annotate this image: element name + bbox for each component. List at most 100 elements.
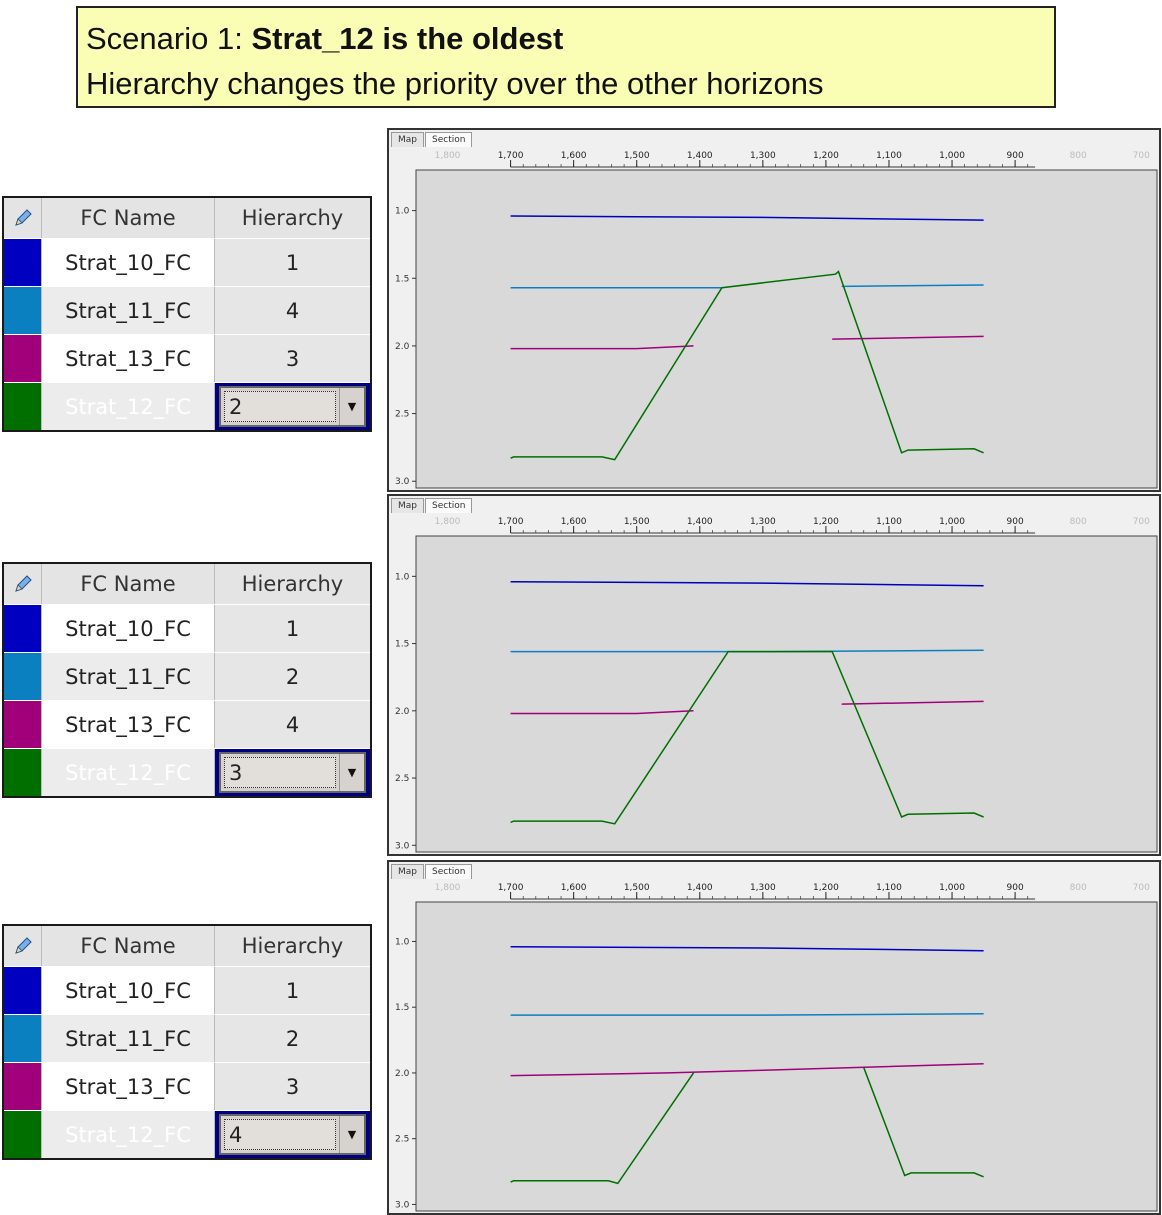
- x-tick-label: 900: [1007, 151, 1024, 161]
- table-row[interactable]: Strat_11_FC 2: [4, 652, 370, 700]
- x-tick-label: 1,100: [876, 883, 902, 893]
- horizon-line-strat-12-fc[interactable]: [510, 1072, 695, 1185]
- table-row[interactable]: Strat_11_FC 2: [4, 1014, 370, 1062]
- horizon-line-strat-12-fc[interactable]: [863, 1067, 984, 1178]
- color-swatch[interactable]: [4, 383, 42, 430]
- fc-name-header[interactable]: FC Name: [42, 564, 215, 604]
- hierarchy-cell[interactable]: 2 ▼: [215, 383, 370, 430]
- tab-map[interactable]: Map: [391, 132, 424, 147]
- fc-name-cell[interactable]: Strat_12_FC: [42, 383, 215, 430]
- fc-name-cell[interactable]: Strat_12_FC: [42, 1111, 215, 1158]
- hierarchy-cell[interactable]: 3: [215, 1063, 370, 1110]
- table-row[interactable]: Strat_10_FC 1: [4, 966, 370, 1014]
- hierarchy-combobox[interactable]: 2 ▼: [219, 386, 366, 427]
- horizon-line-strat-10-fc[interactable]: [510, 945, 984, 952]
- horizon-line-strat-10-fc[interactable]: [510, 580, 984, 587]
- hierarchy-cell[interactable]: 1: [215, 239, 370, 286]
- horizon-line-strat-12-fc[interactable]: [510, 270, 984, 461]
- color-swatch[interactable]: [4, 1063, 42, 1110]
- x-tick-label: 1,600: [561, 517, 587, 527]
- color-swatch[interactable]: [4, 335, 42, 382]
- fc-name-cell[interactable]: Strat_10_FC: [42, 605, 215, 652]
- fc-name-cell[interactable]: Strat_11_FC: [42, 1015, 215, 1062]
- dropdown-arrow-icon[interactable]: ▼: [339, 754, 364, 791]
- horizon-line-strat-13-fc[interactable]: [510, 345, 694, 350]
- color-swatch[interactable]: [4, 749, 42, 796]
- hierarchy-combobox-value[interactable]: 4: [224, 1119, 336, 1150]
- plot-area[interactable]: [415, 901, 1158, 1212]
- hierarchy-header[interactable]: Hierarchy: [215, 198, 370, 238]
- pencil-icon[interactable]: [4, 564, 42, 604]
- hierarchy-header[interactable]: Hierarchy: [215, 564, 370, 604]
- fc-name-cell[interactable]: Strat_13_FC: [42, 701, 215, 748]
- color-swatch[interactable]: [4, 967, 42, 1014]
- tab-map[interactable]: Map: [391, 864, 424, 879]
- table-row[interactable]: Strat_11_FC 4: [4, 286, 370, 334]
- hierarchy-cell[interactable]: 4: [215, 287, 370, 334]
- fc-name-cell[interactable]: Strat_13_FC: [42, 335, 215, 382]
- horizon-line-strat-13-fc[interactable]: [832, 335, 984, 340]
- fc-name-cell[interactable]: Strat_13_FC: [42, 1063, 215, 1110]
- x-tick-label: 700: [1133, 151, 1150, 161]
- table-row[interactable]: Strat_12_FC 4 ▼: [4, 1110, 370, 1158]
- hierarchy-cell[interactable]: 1: [215, 967, 370, 1014]
- color-swatch[interactable]: [4, 1015, 42, 1062]
- x-tick-label: 1,000: [939, 517, 965, 527]
- fc-name-header[interactable]: FC Name: [42, 926, 215, 966]
- plot-area[interactable]: [415, 535, 1158, 853]
- hierarchy-cell[interactable]: 1: [215, 605, 370, 652]
- color-swatch[interactable]: [4, 1111, 42, 1158]
- table-row[interactable]: Strat_10_FC 1: [4, 238, 370, 286]
- color-swatch[interactable]: [4, 653, 42, 700]
- x-tick-label: 800: [1070, 517, 1087, 527]
- horizon-line-strat-13-fc[interactable]: [841, 700, 984, 705]
- section-plot: 1,800 1,700 1,600 1,500 1,400 1,300 1,200 1,100…: [395, 883, 1158, 1212]
- tab-section[interactable]: Section: [425, 498, 473, 513]
- hierarchy-combobox[interactable]: 3 ▼: [219, 752, 366, 793]
- horizon-line-strat-13-fc[interactable]: [510, 710, 694, 715]
- horizon-line-strat-11-fc[interactable]: [510, 1013, 984, 1016]
- y-tick-label: 1.5: [395, 1003, 409, 1013]
- table-row[interactable]: Strat_13_FC 3: [4, 1062, 370, 1110]
- fc-name-cell[interactable]: Strat_10_FC: [42, 967, 215, 1014]
- tab-section[interactable]: Section: [425, 132, 473, 147]
- color-swatch[interactable]: [4, 287, 42, 334]
- hierarchy-cell[interactable]: 3: [215, 335, 370, 382]
- hierarchy-combobox-value[interactable]: 2: [224, 391, 336, 422]
- color-swatch[interactable]: [4, 605, 42, 652]
- fc-name-cell[interactable]: Strat_11_FC: [42, 653, 215, 700]
- hierarchy-cell[interactable]: 2: [215, 653, 370, 700]
- tab-section[interactable]: Section: [425, 864, 473, 879]
- fc-name-cell[interactable]: Strat_10_FC: [42, 239, 215, 286]
- table-row[interactable]: Strat_12_FC 3 ▼: [4, 748, 370, 796]
- hierarchy-cell[interactable]: 4 ▼: [215, 1111, 370, 1158]
- hierarchy-combobox-value[interactable]: 3: [224, 757, 336, 788]
- horizon-line-strat-10-fc[interactable]: [510, 215, 984, 221]
- x-tick-label: 1,000: [939, 151, 965, 161]
- horizon-line-strat-13-fc[interactable]: [510, 1062, 984, 1077]
- color-swatch[interactable]: [4, 701, 42, 748]
- table-row[interactable]: Strat_13_FC 4: [4, 700, 370, 748]
- hierarchy-cell[interactable]: 3 ▼: [215, 749, 370, 796]
- pencil-icon[interactable]: [4, 198, 42, 238]
- fc-name-cell[interactable]: Strat_12_FC: [42, 749, 215, 796]
- horizon-line-strat-11-fc[interactable]: [841, 284, 984, 288]
- y-tick-label: 2.0: [395, 342, 410, 352]
- color-swatch[interactable]: [4, 239, 42, 286]
- dropdown-arrow-icon[interactable]: ▼: [339, 1116, 364, 1153]
- x-tick-label: 1,800: [435, 517, 461, 527]
- plot-area[interactable]: [415, 169, 1158, 489]
- hierarchy-combobox[interactable]: 4 ▼: [219, 1114, 366, 1155]
- hierarchy-header[interactable]: Hierarchy: [215, 926, 370, 966]
- pencil-icon[interactable]: [4, 926, 42, 966]
- horizon-line-strat-12-fc[interactable]: [510, 650, 984, 825]
- dropdown-arrow-icon[interactable]: ▼: [339, 388, 364, 425]
- fc-name-header[interactable]: FC Name: [42, 198, 215, 238]
- fc-name-cell[interactable]: Strat_11_FC: [42, 287, 215, 334]
- tab-map[interactable]: Map: [391, 498, 424, 513]
- table-row[interactable]: Strat_13_FC 3: [4, 334, 370, 382]
- table-row[interactable]: Strat_10_FC 1: [4, 604, 370, 652]
- table-row[interactable]: Strat_12_FC 2 ▼: [4, 382, 370, 430]
- hierarchy-cell[interactable]: 2: [215, 1015, 370, 1062]
- hierarchy-cell[interactable]: 4: [215, 701, 370, 748]
